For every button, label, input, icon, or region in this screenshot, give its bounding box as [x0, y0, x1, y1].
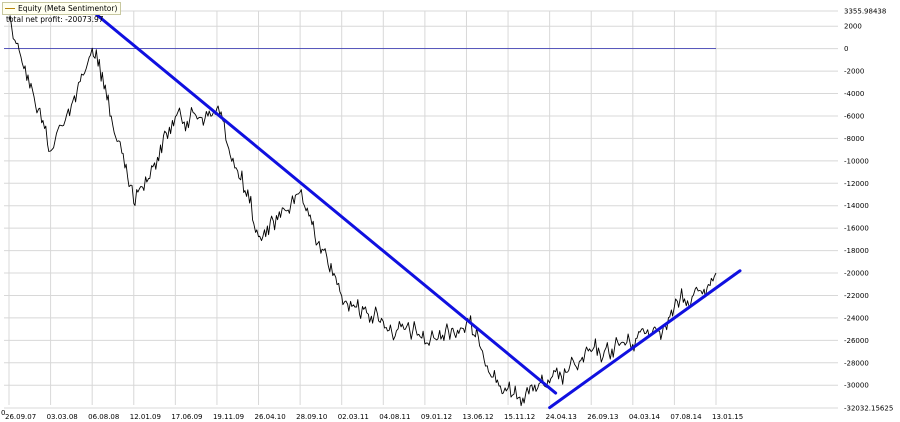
corner-marker: 0: [1, 409, 5, 417]
y-tick-label: -10000: [844, 157, 869, 165]
y-tick-label: -8000: [844, 135, 864, 143]
x-tick-label: 15.11.12: [504, 413, 535, 421]
x-tick-label: 03.03.08: [47, 413, 78, 421]
legend-label: Equity (Meta Sentimentor): [18, 4, 118, 13]
y-tick-label: -28000: [844, 359, 869, 367]
trendline: [548, 269, 742, 410]
x-tick-label: 28.09.10: [296, 413, 327, 421]
y-tick-label: -18000: [844, 247, 869, 255]
x-tick-label: 07.08.14: [670, 413, 702, 421]
y-tick-label: -4000: [844, 90, 864, 98]
y-tick-label: -30000: [844, 382, 869, 390]
x-tick-label: 12.01.09: [130, 413, 161, 421]
equity-line: [8, 15, 717, 407]
y-tick-label: -20000: [844, 270, 869, 278]
y-tick-label: -14000: [844, 202, 869, 210]
x-tick-label: 13.06.12: [462, 413, 493, 421]
x-tick-label: 09.01.12: [421, 413, 452, 421]
y-tick-label: 3355.98438: [844, 8, 886, 16]
y-tick-label: 0: [844, 45, 848, 53]
trendlines: [90, 9, 742, 410]
x-tick-label: 04.03.14: [629, 413, 661, 421]
x-tick-label: 17.06.09: [171, 413, 202, 421]
y-tick-label: -12000: [844, 180, 869, 188]
y-tick-label: -26000: [844, 337, 869, 345]
y-tick-label: 2000: [844, 23, 862, 31]
x-tick-label: 26.09.07: [5, 413, 36, 421]
x-tick-label: 26.09.13: [587, 413, 618, 421]
x-tick-label: 19.11.09: [213, 413, 244, 421]
y-tick-label: -32032.15625: [844, 405, 893, 413]
y-tick-label: -22000: [844, 292, 869, 300]
legend-swatch: [5, 8, 15, 9]
total-net-profit-label: total net profit: -20073.97: [6, 15, 104, 24]
legend: Equity (Meta Sentimentor): [2, 2, 122, 15]
y-tick-label: -2000: [844, 68, 864, 76]
y-tick-label: -24000: [844, 314, 869, 322]
trendline: [90, 9, 558, 395]
x-tick-label: 13.01.15: [712, 413, 743, 421]
y-axis: 3355.98438 2000 0 -2000 -4000 -6000 -8000 -1000…: [844, 8, 893, 413]
y-tick-label: -6000: [844, 112, 864, 120]
x-tick-label: 26.04.10: [255, 413, 286, 421]
x-axis: 26.09.07 03.03.08 06.08.08 12.01.09 17.06.09…: [5, 413, 743, 421]
x-tick-label: 02.03.11: [338, 413, 369, 421]
x-tick-label: 06.08.08: [88, 413, 119, 421]
equity-curve: [8, 15, 717, 407]
x-tick-label: 04.08.11: [379, 413, 410, 421]
y-tick-label: -16000: [844, 225, 869, 233]
x-tick-label: 24.04.13: [546, 413, 577, 421]
grid-lines: [4, 10, 838, 409]
